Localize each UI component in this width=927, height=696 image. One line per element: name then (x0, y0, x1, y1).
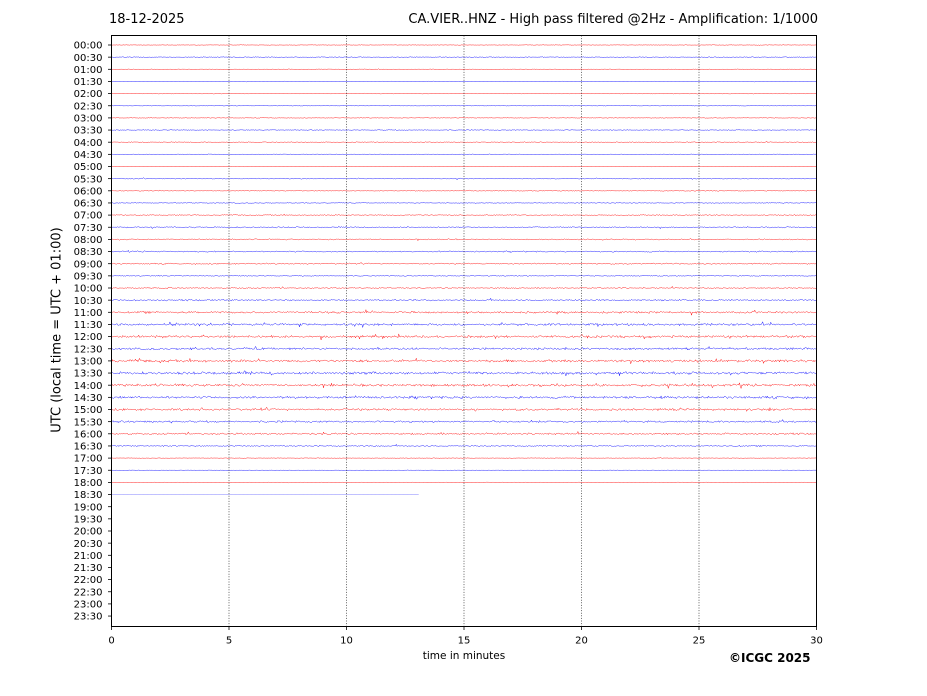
y-tick-label: 17:00 (74, 454, 103, 465)
trace-row-0730 (111, 225, 817, 230)
x-tick-label: 20 (575, 636, 588, 647)
y-tick-label: 16:00 (74, 429, 103, 440)
y-tick-label: 10:00 (74, 284, 103, 295)
y-tick-label: 18:30 (74, 490, 103, 501)
y-tick-label: 00:00 (74, 41, 103, 52)
trace-row-1200 (111, 333, 817, 341)
trace-row-1630 (111, 443, 817, 448)
x-tick-label: 0 (108, 636, 114, 647)
trace-row-1230 (111, 345, 817, 351)
chart-title: CA.VIER..HNZ - High pass filtered @2Hz -… (408, 12, 818, 27)
y-tick-label: 19:00 (74, 502, 103, 513)
y-tick-label: 02:30 (74, 101, 103, 112)
y-tick-label: 18:00 (74, 478, 103, 489)
y-tick-label: 07:00 (74, 211, 103, 222)
y-tick-label: 01:30 (74, 77, 103, 88)
y-tick-label: 04:00 (74, 138, 103, 149)
date-label: 18-12-2025 (109, 12, 185, 27)
trace-row-0900 (111, 261, 817, 266)
x-tick-label: 30 (810, 636, 823, 647)
trace-row-1500 (111, 406, 817, 412)
y-tick-label: 06:30 (74, 199, 103, 210)
trace-row-0000 (111, 44, 817, 46)
y-tick-label: 14:00 (74, 381, 103, 392)
plot-frame (111, 35, 817, 627)
x-axis-label: time in minutes (422, 650, 506, 662)
trace-row-0800 (111, 238, 817, 242)
trace-row-1330 (111, 370, 817, 377)
y-tick-label: 21:00 (74, 551, 103, 562)
y-tick-label: 20:00 (74, 527, 103, 538)
y-tick-label: 05:30 (74, 174, 103, 185)
trace-row-1400 (111, 382, 817, 390)
y-axis-label: UTC (local time = UTC + 01:00) (49, 227, 65, 433)
y-tick-label: 23:30 (74, 612, 103, 623)
y-tick-label: 02:00 (74, 89, 103, 100)
y-tick-label: 05:00 (74, 162, 103, 173)
y-tick-label: 12:00 (74, 332, 103, 343)
trace-row-1800 (111, 481, 817, 484)
x-axis-ticks: 0 5 10 15 20 25 30 (108, 626, 823, 647)
x-tick-label: 15 (458, 636, 471, 647)
trace-row-0430 (111, 153, 817, 156)
y-tick-label: 01:00 (74, 65, 103, 76)
y-tick-label: 09:00 (74, 259, 103, 270)
y-tick-label: 11:00 (74, 308, 103, 319)
y-tick-label: 15:00 (74, 405, 103, 416)
y-tick-label: 00:30 (74, 53, 103, 64)
trace-row-1700 (111, 457, 817, 459)
y-tick-label: 20:30 (74, 539, 103, 550)
trace-row-0600 (111, 189, 817, 192)
y-tick-label: 08:30 (74, 247, 103, 258)
y-tick-label: 15:30 (74, 417, 103, 428)
y-tick-label: 21:30 (74, 563, 103, 574)
copyright-label: ©ICGC 2025 (729, 651, 811, 665)
y-tick-label: 12:30 (74, 344, 103, 355)
trace-row-0830 (111, 249, 817, 253)
y-tick-label: 11:30 (74, 320, 103, 331)
y-tick-label: 10:30 (74, 296, 103, 307)
y-tick-label: 22:30 (74, 587, 103, 598)
trace-row-0100 (111, 68, 817, 71)
y-tick-label: 23:00 (74, 600, 103, 611)
trace-row-1530 (111, 418, 817, 424)
y-tick-label: 03:30 (74, 126, 103, 137)
y-tick-label: 08:00 (74, 235, 103, 246)
y-tick-label: 14:30 (74, 393, 103, 404)
trace-row-0500 (111, 165, 817, 168)
trace-row-0130 (111, 80, 817, 83)
y-tick-label: 04:30 (74, 150, 103, 161)
x-tick-label: 25 (693, 636, 706, 647)
y-tick-label: 13:30 (74, 369, 103, 380)
y-tick-label: 09:30 (74, 271, 103, 282)
x-tick-label: 10 (340, 636, 353, 647)
y-tick-label: 13:00 (74, 357, 103, 368)
y-tick-label: 06:00 (74, 186, 103, 197)
y-tick-label: 16:30 (74, 442, 103, 453)
trace-row-1100 (111, 308, 817, 317)
trace-row-1030 (111, 297, 817, 302)
y-tick-label: 03:00 (74, 114, 103, 125)
x-tick-label: 5 (226, 636, 232, 647)
y-tick-label: 17:30 (74, 466, 103, 477)
y-tick-label: 07:30 (74, 223, 103, 234)
y-tick-label: 22:00 (74, 575, 103, 586)
y-tick-label: 19:30 (74, 514, 103, 525)
gridlines (228, 35, 700, 627)
trace-row-0300 (111, 117, 817, 119)
